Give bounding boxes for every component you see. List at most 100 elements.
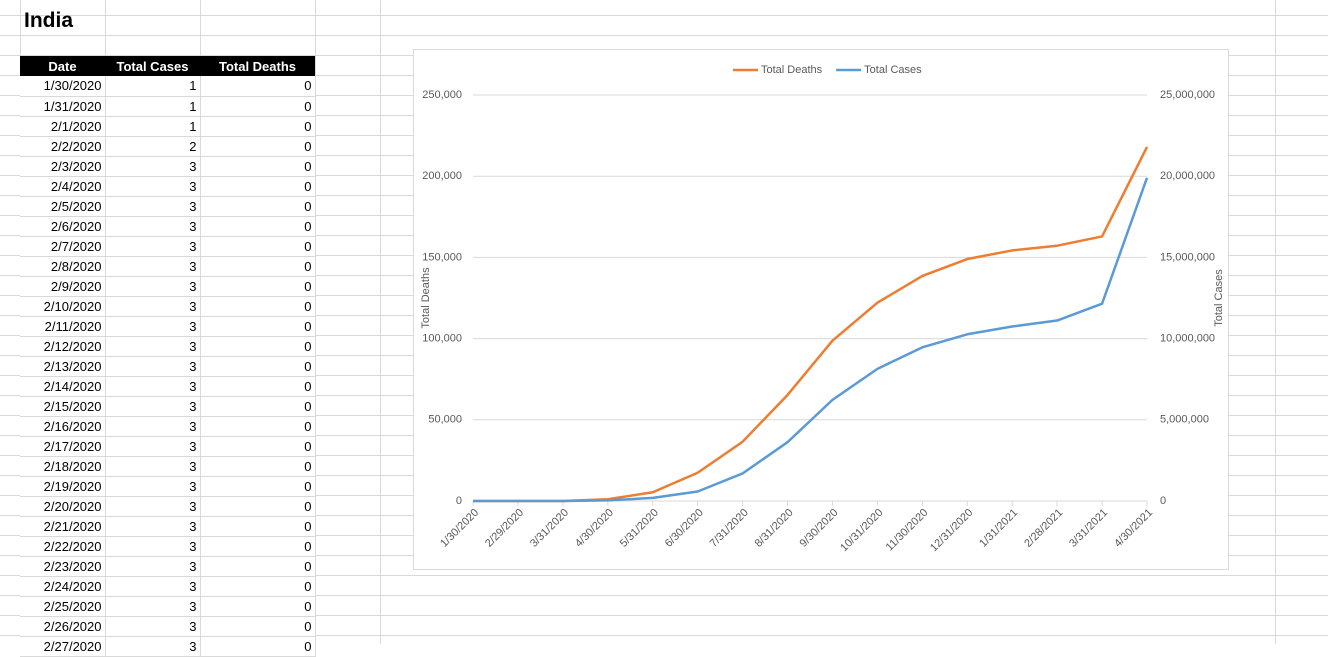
y2-tick-label: 25,000,000	[1160, 89, 1215, 101]
table-cell: 3	[105, 176, 201, 197]
sheet-title: India	[24, 9, 74, 32]
y2-axis-title: Total Cases	[1213, 269, 1225, 327]
table-cell: 3	[105, 376, 201, 397]
table-row: 2/13/2020 3 0	[20, 356, 316, 377]
table-cell: 3	[105, 296, 201, 317]
y-axis-title: Total Deaths	[420, 267, 432, 329]
header-row: Date Total Cases Total Deaths	[20, 56, 315, 76]
table-cell: 2/12/2020	[20, 336, 106, 357]
table-row: 2/17/2020 3 0	[20, 436, 316, 457]
table-row: 2/23/2020 3 0	[20, 556, 316, 577]
table-row: 2/14/2020 3 0	[20, 376, 316, 397]
table-cell: 1	[105, 116, 201, 137]
table-row: 1/30/2020 1 0	[20, 76, 316, 97]
x-tick-label: 3/31/2021	[1067, 507, 1110, 550]
table-cell: 1/31/2020	[20, 96, 106, 117]
table-row: 2/18/2020 3 0	[20, 456, 316, 477]
table-cell: 3	[105, 636, 201, 657]
table-cell: 0	[200, 456, 316, 477]
chart: 0 50,000 100,000 150,000 200,000 250,000 0 5,00…	[413, 49, 1229, 570]
table-cell: 3	[105, 496, 201, 517]
series-line	[473, 146, 1149, 503]
data-table: Date Total Cases Total Deaths 1/30/2020 1 0 1…	[20, 56, 316, 657]
table-cell: 0	[200, 516, 316, 537]
table-cell: 0	[200, 256, 316, 277]
x-tick-label: 1/31/2021	[977, 507, 1020, 550]
table-cell: 3	[105, 396, 201, 417]
table-row: 2/16/2020 3 0	[20, 416, 316, 437]
table-cell: 0	[200, 476, 316, 497]
table-cell: 0	[200, 96, 316, 117]
x-tick-label: 3/31/2020	[528, 507, 571, 550]
y-tick-label: 0	[456, 495, 462, 507]
table-cell: 0	[200, 116, 316, 137]
table-cell: 2/8/2020	[20, 256, 106, 277]
table-cell: 0	[200, 436, 316, 457]
table-cell: 3	[105, 256, 201, 277]
table-cell: 3	[105, 356, 201, 377]
table-cell: 2/5/2020	[20, 196, 106, 217]
table-cell: 2/21/2020	[20, 516, 106, 537]
table-row: 2/9/2020 3 0	[20, 276, 316, 297]
x-tick-label: 10/31/2020	[838, 507, 885, 554]
table-cell: 0	[200, 176, 316, 197]
y2-tick-label: 20,000,000	[1160, 170, 1215, 182]
column-header: Total Cases	[105, 56, 200, 76]
table-cell: 0	[200, 376, 316, 397]
table-cell: 0	[200, 396, 316, 417]
x-tick-label: 9/30/2020	[798, 507, 841, 550]
table-cell: 2/27/2020	[20, 636, 106, 657]
table-row: 2/10/2020 3 0	[20, 296, 316, 317]
x-tick-label: 12/31/2020	[928, 507, 975, 554]
table-cell: 0	[200, 236, 316, 257]
table-cell: 2/2/2020	[20, 136, 106, 157]
table-cell: 3	[105, 156, 201, 177]
table-cell: 3	[105, 516, 201, 537]
table-cell: 2/6/2020	[20, 216, 106, 237]
table-cell: 3	[105, 236, 201, 257]
table-cell: 2/10/2020	[20, 296, 106, 317]
table-body: 1/30/2020 1 0 1/31/2020 1 0 2/1/2020 1 0 2/2/2020…	[20, 76, 316, 657]
table-cell: 3	[105, 216, 201, 237]
table-row: 2/2/2020 2 0	[20, 136, 316, 157]
table-cell: 2/25/2020	[20, 596, 106, 617]
table-row: 2/6/2020 3 0	[20, 216, 316, 237]
table-cell: 2/11/2020	[20, 316, 106, 337]
x-tick-label: 2/29/2020	[483, 507, 526, 550]
x-tick-label: 11/30/2020	[884, 507, 931, 554]
table-row: 2/7/2020 3 0	[20, 236, 316, 257]
table-cell: 2/18/2020	[20, 456, 106, 477]
table-cell: 2/23/2020	[20, 556, 106, 577]
table-row: 2/27/2020 3 0	[20, 636, 316, 657]
table-cell: 3	[105, 276, 201, 297]
table-cell: 1	[105, 76, 201, 97]
table-cell: 0	[200, 416, 316, 437]
table-cell: 2/16/2020	[20, 416, 106, 437]
table-row: 2/24/2020 3 0	[20, 576, 316, 597]
table-cell: 0	[200, 556, 316, 577]
table-row: 2/1/2020 1 0	[20, 116, 316, 137]
column-line	[380, 0, 381, 644]
table-row: 2/22/2020 3 0	[20, 536, 316, 557]
table-cell: 0	[200, 156, 316, 177]
table-row: 2/5/2020 3 0	[20, 196, 316, 217]
y-tick-label: 200,000	[422, 170, 462, 182]
table-cell: 2/1/2020	[20, 116, 106, 137]
y2-tick-label: 0	[1160, 495, 1166, 507]
x-tick-label: 7/31/2020	[708, 507, 751, 550]
table-row: 2/11/2020 3 0	[20, 316, 316, 337]
table-cell: 2	[105, 136, 201, 157]
table-cell: 0	[200, 576, 316, 597]
table-cell: 2/26/2020	[20, 616, 106, 637]
column-line	[315, 0, 316, 644]
table-cell: 0	[200, 536, 316, 557]
x-tick-label: 4/30/2020	[573, 507, 616, 550]
table-cell: 0	[200, 496, 316, 517]
y-tick-label: 50,000	[428, 414, 462, 426]
y2-tick-label: 5,000,000	[1160, 414, 1209, 426]
table-cell: 0	[200, 196, 316, 217]
table-cell: 2/7/2020	[20, 236, 106, 257]
table-cell: 2/20/2020	[20, 496, 106, 517]
y-tick-label: 150,000	[422, 251, 462, 263]
